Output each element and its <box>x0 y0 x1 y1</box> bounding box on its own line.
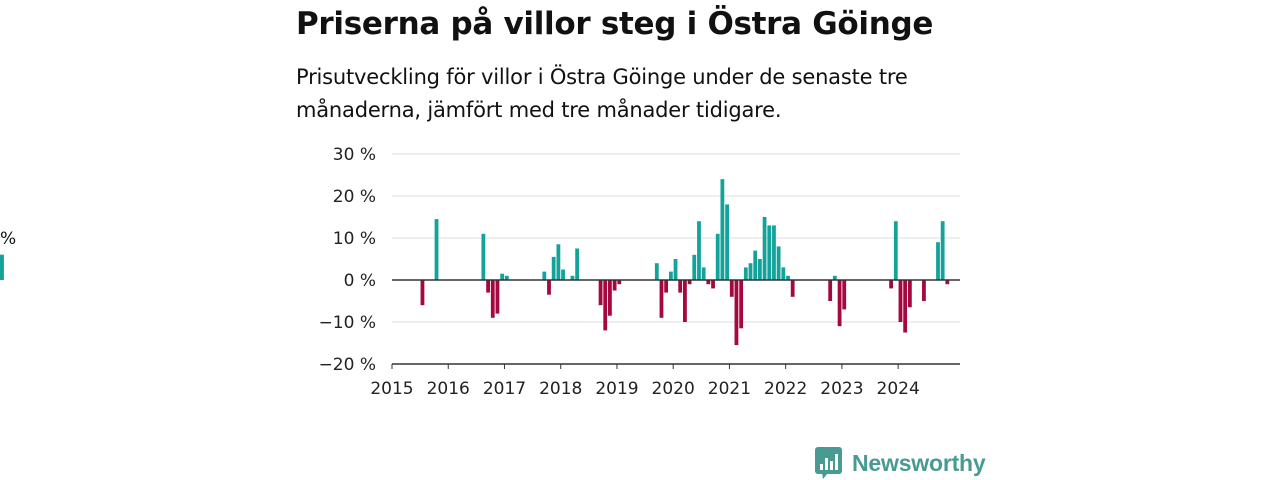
bar <box>837 280 842 327</box>
chart-subtitle: Prisutveckling för villor i Östra Göinge… <box>296 65 908 122</box>
bar <box>495 280 500 314</box>
bar <box>898 280 903 322</box>
bar <box>692 254 697 280</box>
y-tick-label: 0 % <box>344 271 376 291</box>
bar <box>757 259 762 280</box>
bar <box>603 280 608 331</box>
bar <box>725 204 729 280</box>
bar <box>828 280 833 301</box>
bar <box>786 275 790 280</box>
gridlines <box>392 153 960 323</box>
last-value-label: 6 % <box>0 229 16 249</box>
bar <box>832 275 837 280</box>
bar <box>715 233 720 280</box>
bar <box>551 256 556 280</box>
bar <box>781 267 786 280</box>
y-tick-label: −20 % <box>319 355 376 375</box>
bar <box>945 280 950 285</box>
bar <box>561 269 565 280</box>
bar <box>683 280 687 322</box>
bar <box>729 280 734 297</box>
bar <box>481 233 486 280</box>
bar <box>922 280 926 301</box>
bar <box>664 280 669 293</box>
bar <box>720 179 725 280</box>
bar <box>490 280 495 318</box>
bar <box>706 280 711 285</box>
bar <box>739 280 744 329</box>
x-tick-label: 2015 <box>370 379 413 399</box>
bar <box>889 280 893 289</box>
x-tick-label: 2021 <box>708 379 751 399</box>
bar <box>678 280 683 293</box>
bar <box>772 225 776 280</box>
bar <box>547 280 551 295</box>
bars <box>0 179 950 346</box>
bar <box>767 225 772 280</box>
x-tick-label: 2022 <box>764 379 807 399</box>
bar <box>734 280 739 346</box>
newsworthy-logo-icon <box>815 447 842 479</box>
bar <box>697 221 701 280</box>
x-axis-ticks: 2015 2016 2017 2018 2019 2020 2021 2022 2023 2024 <box>370 364 920 399</box>
bar <box>486 280 490 293</box>
bar <box>903 280 908 333</box>
x-tick-label: 2023 <box>820 379 863 399</box>
bar <box>701 267 706 280</box>
annotations: 6 % <box>0 229 16 249</box>
bar <box>748 263 753 280</box>
bar <box>570 275 575 280</box>
y-tick-label: 10 % <box>333 229 376 249</box>
bar <box>617 280 622 285</box>
bar <box>673 259 678 280</box>
bar <box>762 217 767 280</box>
y-tick-label: 30 % <box>333 145 376 165</box>
bar <box>556 244 561 280</box>
x-tick-label: 2024 <box>877 379 920 399</box>
x-tick-label: 2017 <box>483 379 526 399</box>
bar <box>598 280 603 306</box>
bar <box>842 280 847 310</box>
bar <box>940 221 945 280</box>
x-tick-label: 2018 <box>539 379 582 399</box>
bar <box>0 254 4 280</box>
brand-name: Newsworthy <box>852 449 986 476</box>
bar <box>608 280 612 316</box>
bar <box>575 248 580 280</box>
bar <box>687 280 692 285</box>
bar <box>612 280 617 291</box>
x-tick-label: 2019 <box>595 379 638 399</box>
bar <box>434 219 439 280</box>
brand-logo[interactable]: Newsworthy <box>814 446 986 480</box>
axes <box>392 279 960 365</box>
x-tick-label: 2020 <box>652 379 695 399</box>
chart-title: Priserna på villor steg i Östra Göinge <box>296 6 934 42</box>
bar <box>776 246 781 280</box>
bar <box>753 250 758 280</box>
bar <box>659 280 664 318</box>
bar <box>542 271 547 280</box>
bar <box>711 280 715 289</box>
bar <box>500 273 505 280</box>
bar <box>668 271 673 280</box>
bar <box>893 221 898 280</box>
bar <box>790 280 795 297</box>
bar <box>743 267 748 280</box>
bar <box>654 263 659 280</box>
y-axis-ticks: −20 % −10 % 0 % 10 % 20 % 30 % <box>319 145 376 375</box>
bar <box>504 275 509 280</box>
bar <box>420 280 425 306</box>
bar <box>936 242 940 280</box>
bar <box>907 280 912 308</box>
y-tick-label: 20 % <box>333 187 376 207</box>
x-tick-label: 2016 <box>427 379 470 399</box>
y-tick-label: −10 % <box>319 313 376 333</box>
